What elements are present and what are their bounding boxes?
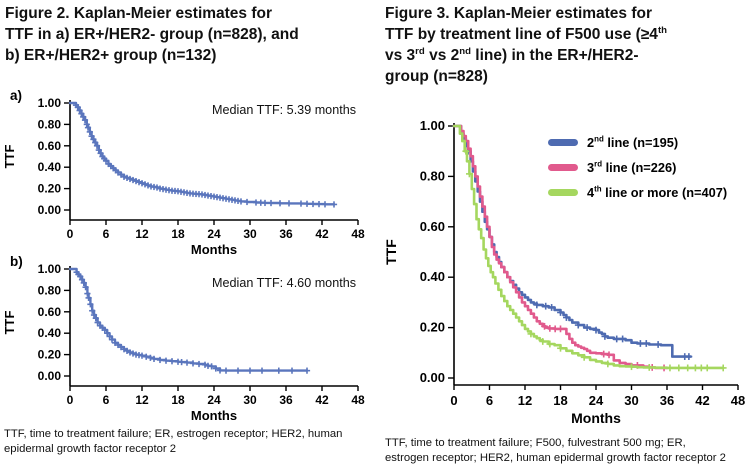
x-tick-label: 36 — [279, 393, 293, 407]
x-tick-label: 42 — [315, 227, 329, 241]
legend-item-2nd-line: 2nd line (n=195) — [548, 130, 727, 155]
x-tick-label: 18 — [553, 393, 567, 408]
x-tick-label: 48 — [351, 393, 365, 407]
fig3-title-line3: vs 3rd vs 2nd line) in the ER+/HER2- — [385, 45, 639, 64]
y-tick-label: 0.40 — [420, 269, 445, 284]
x-tick-label: 42 — [315, 393, 329, 407]
y-tick-label: 0.80 — [38, 283, 62, 297]
fig3-title-line1: Figure 3. Kaplan-Meier estimates for — [385, 5, 653, 22]
km-curve — [452, 124, 692, 358]
x-tick-label: 48 — [731, 393, 745, 408]
fig3-title-line4: group (n=828) — [385, 68, 488, 85]
fig2a-median-annotation: Median TTF: 5.39 months — [212, 103, 356, 117]
fig3-title: Figure 3. Kaplan-Meier estimates for TTF… — [385, 3, 751, 87]
x-tick-label: 24 — [207, 227, 221, 241]
x-axis-title: Months — [571, 410, 621, 426]
x-tick-label: 36 — [660, 393, 674, 408]
x-tick-label: 36 — [279, 227, 293, 241]
panel-a-label: a) — [10, 88, 23, 103]
y-tick-label: 0.80 — [38, 117, 62, 131]
x-tick-label: 12 — [135, 227, 149, 241]
x-tick-label: 48 — [351, 227, 365, 241]
km-curve — [452, 124, 725, 370]
y-tick-label: 0.60 — [38, 139, 62, 153]
y-tick-label: 0.00 — [420, 370, 445, 385]
fig3-legend: 2nd line (n=195) 3rd line (n=226) 4th li… — [548, 130, 727, 205]
x-tick-label: 18 — [171, 227, 185, 241]
y-axis-title: TTF — [383, 239, 399, 265]
y-tick-label: 0.20 — [420, 320, 445, 335]
legend-item-3rd-line: 3rd line (n=226) — [548, 155, 727, 180]
km-curve — [68, 101, 336, 206]
x-tick-label: 24 — [207, 393, 221, 407]
x-tick-label: 0 — [67, 227, 74, 241]
x-tick-label: 12 — [518, 393, 532, 408]
x-tick-label: 6 — [486, 393, 493, 408]
y-tick-label: 0.40 — [38, 326, 62, 340]
x-axis-title: Months — [191, 242, 237, 256]
fig2a-chart-box: 0.00 0.20 0.40 0.60 0.80 1.00 0 6 12 18 24 30 36 42 48… — [0, 90, 378, 257]
x-axis-title: Months — [191, 408, 237, 422]
y-tick-label: 0.60 — [38, 305, 62, 319]
fig3-footnote: TTF, time to treatment failure; F500, fu… — [385, 437, 726, 464]
fig2b-chart-box: 0.00 0.20 0.40 0.60 0.80 1.00 0 6 12 18 24 30 36 42 48… — [0, 256, 378, 423]
fig2a-km-chart: 0.00 0.20 0.40 0.60 0.80 1.00 0 6 12 18 24 30 36 42 48… — [2, 96, 365, 257]
y-tick-label: 1.00 — [38, 262, 62, 276]
panel-b-label: b) — [10, 254, 23, 269]
y-tick-label: 1.00 — [420, 118, 445, 133]
fig2b-median-annotation: Median TTF: 4.60 months — [212, 276, 356, 290]
x-tick-label: 0 — [67, 393, 74, 407]
y-tick-label: 0.60 — [420, 219, 445, 234]
x-tick-label: 0 — [450, 393, 457, 408]
x-tick-label: 6 — [103, 393, 110, 407]
legend-item-4th-line: 4th line or more (n=407) — [548, 180, 727, 205]
legend-color-4th-line — [548, 189, 578, 196]
legend-color-3rd-line — [548, 164, 578, 171]
legend-color-2nd-line — [548, 139, 578, 146]
x-tick-label: 30 — [243, 227, 257, 241]
fig2b-km-chart: 0.00 0.20 0.40 0.60 0.80 1.00 0 6 12 18 24 30 36 42 48… — [2, 262, 365, 423]
fig3-chart-box: 0.00 0.20 0.40 0.60 0.80 1.00 0 6 12 18 24 30 36 42 48… — [380, 108, 754, 434]
y-tick-label: 0.20 — [38, 348, 62, 362]
y-tick-label: 0.80 — [420, 168, 445, 183]
y-axis-title: TTF — [2, 145, 17, 169]
fig3-title-line2: TTF by treatment line of F500 use (≥4th — [385, 24, 667, 43]
x-tick-label: 18 — [171, 393, 185, 407]
fig2-title-line2: TTF in a) ER+/HER2- group (n=828), and — [5, 26, 299, 43]
y-tick-label: 0.40 — [38, 160, 62, 174]
x-tick-label: 12 — [135, 393, 149, 407]
y-axis-title: TTF — [2, 311, 17, 335]
y-tick-label: 0.00 — [38, 203, 62, 217]
x-tick-label: 30 — [624, 393, 638, 408]
fig2-title-line1: Figure 2. Kaplan-Meier estimates for — [5, 5, 273, 22]
x-tick-label: 6 — [103, 227, 110, 241]
x-tick-label: 42 — [695, 393, 709, 408]
y-tick-label: 0.20 — [38, 182, 62, 196]
x-tick-label: 24 — [589, 393, 604, 408]
x-tick-label: 30 — [243, 393, 257, 407]
fig2-title: Figure 2. Kaplan-Meier estimates for TTF… — [5, 3, 377, 66]
fig2-footnote: TTF, time to treatment failure; ER, estr… — [4, 428, 343, 455]
fig2-title-line3: b) ER+/HER2+ group (n=132) — [5, 47, 217, 64]
y-tick-label: 1.00 — [38, 96, 62, 110]
y-tick-label: 0.00 — [38, 369, 62, 383]
fig3-km-chart: 0.00 0.20 0.40 0.60 0.80 1.00 0 6 12 18 24 30 36 42 48… — [383, 118, 745, 426]
